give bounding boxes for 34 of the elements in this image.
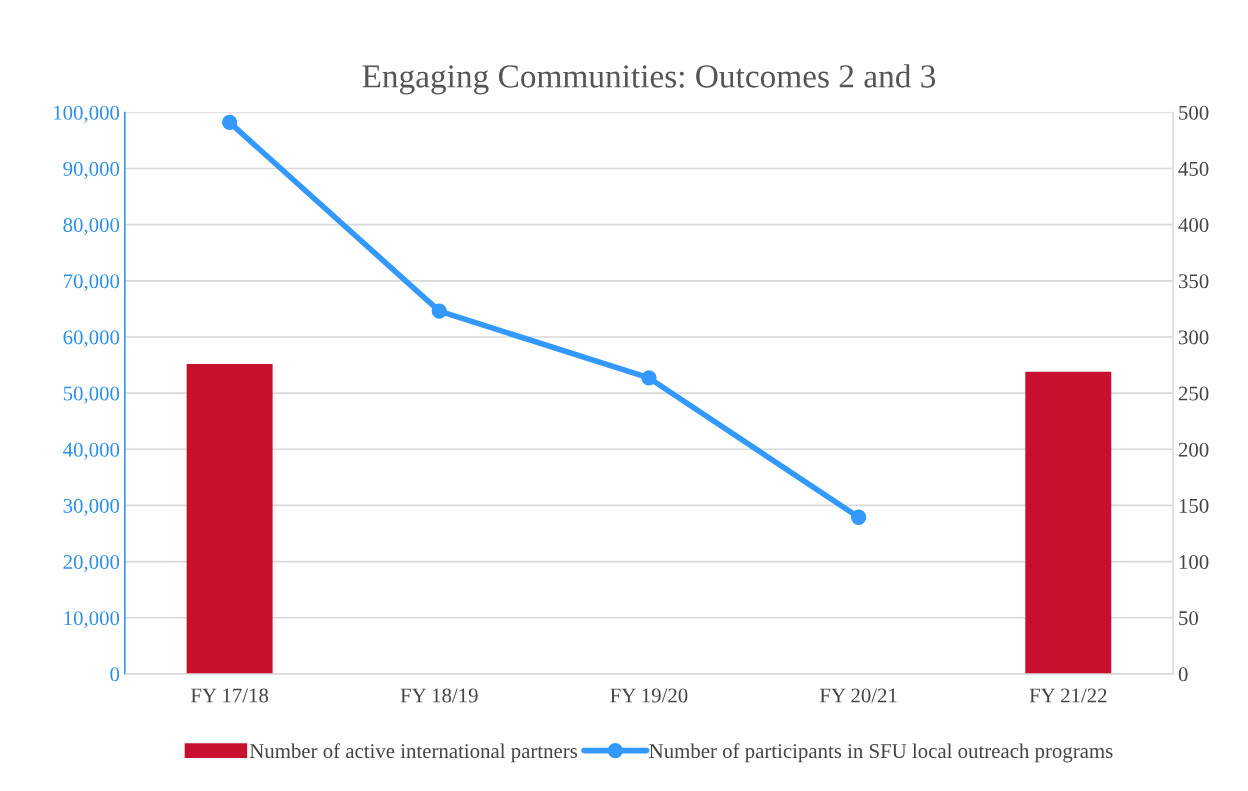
chart-title: Engaging Communities: Outcomes 2 and 3 — [362, 64, 936, 95]
y2-tick-label: 300 — [1178, 330, 1209, 345]
point — [850, 509, 867, 525]
y2-tick-label: 400 — [1178, 218, 1209, 233]
point — [221, 114, 238, 131]
y-tick-label: 60,000 — [63, 330, 120, 348]
point — [431, 303, 447, 319]
y2-tick-label: 100 — [1179, 554, 1209, 570]
y2-tick-label: 450 — [1178, 161, 1209, 176]
legend-label: Number of active international partners — [249, 743, 578, 763]
x-tick-label: FY 18/19 — [400, 688, 478, 703]
y2-tick-label: 0 — [1178, 667, 1188, 682]
y-tick-label: 20,000 — [63, 554, 120, 573]
y-tick-label: 90,000 — [63, 161, 120, 179]
y-tick-label: 40,000 — [63, 442, 120, 460]
x-tick-label: FY 20/21 — [819, 688, 897, 703]
y2-tick-label: 350 — [1178, 274, 1209, 289]
y-tick-label: 80,000 — [63, 218, 120, 236]
y-tick-label: 70,000 — [64, 274, 120, 292]
y2-tick-label: 500 — [1179, 105, 1209, 120]
y-tick-label: 100,000 — [54, 105, 120, 123]
y-tick-label: 10,000 — [64, 611, 120, 629]
x-tick-label: FY 21/22 — [1029, 688, 1107, 703]
point — [641, 370, 657, 386]
y2-tick-label: 150 — [1179, 498, 1209, 513]
x-tick-label: FY 17/18 — [190, 688, 269, 703]
y-tick-label: 50,000 — [63, 386, 120, 404]
x-tick-label: FY 19/20 — [610, 688, 688, 703]
y-tick-label: 0 — [110, 667, 120, 682]
y2-tick-label: 50 — [1179, 611, 1199, 626]
y2-tick-label: 250 — [1178, 386, 1209, 401]
y2-tick-label: 200 — [1178, 442, 1209, 457]
y-tick-label: 30,000 — [63, 498, 120, 516]
legend-label: Number of participants in SFU local outreach programs — [649, 743, 1113, 763]
